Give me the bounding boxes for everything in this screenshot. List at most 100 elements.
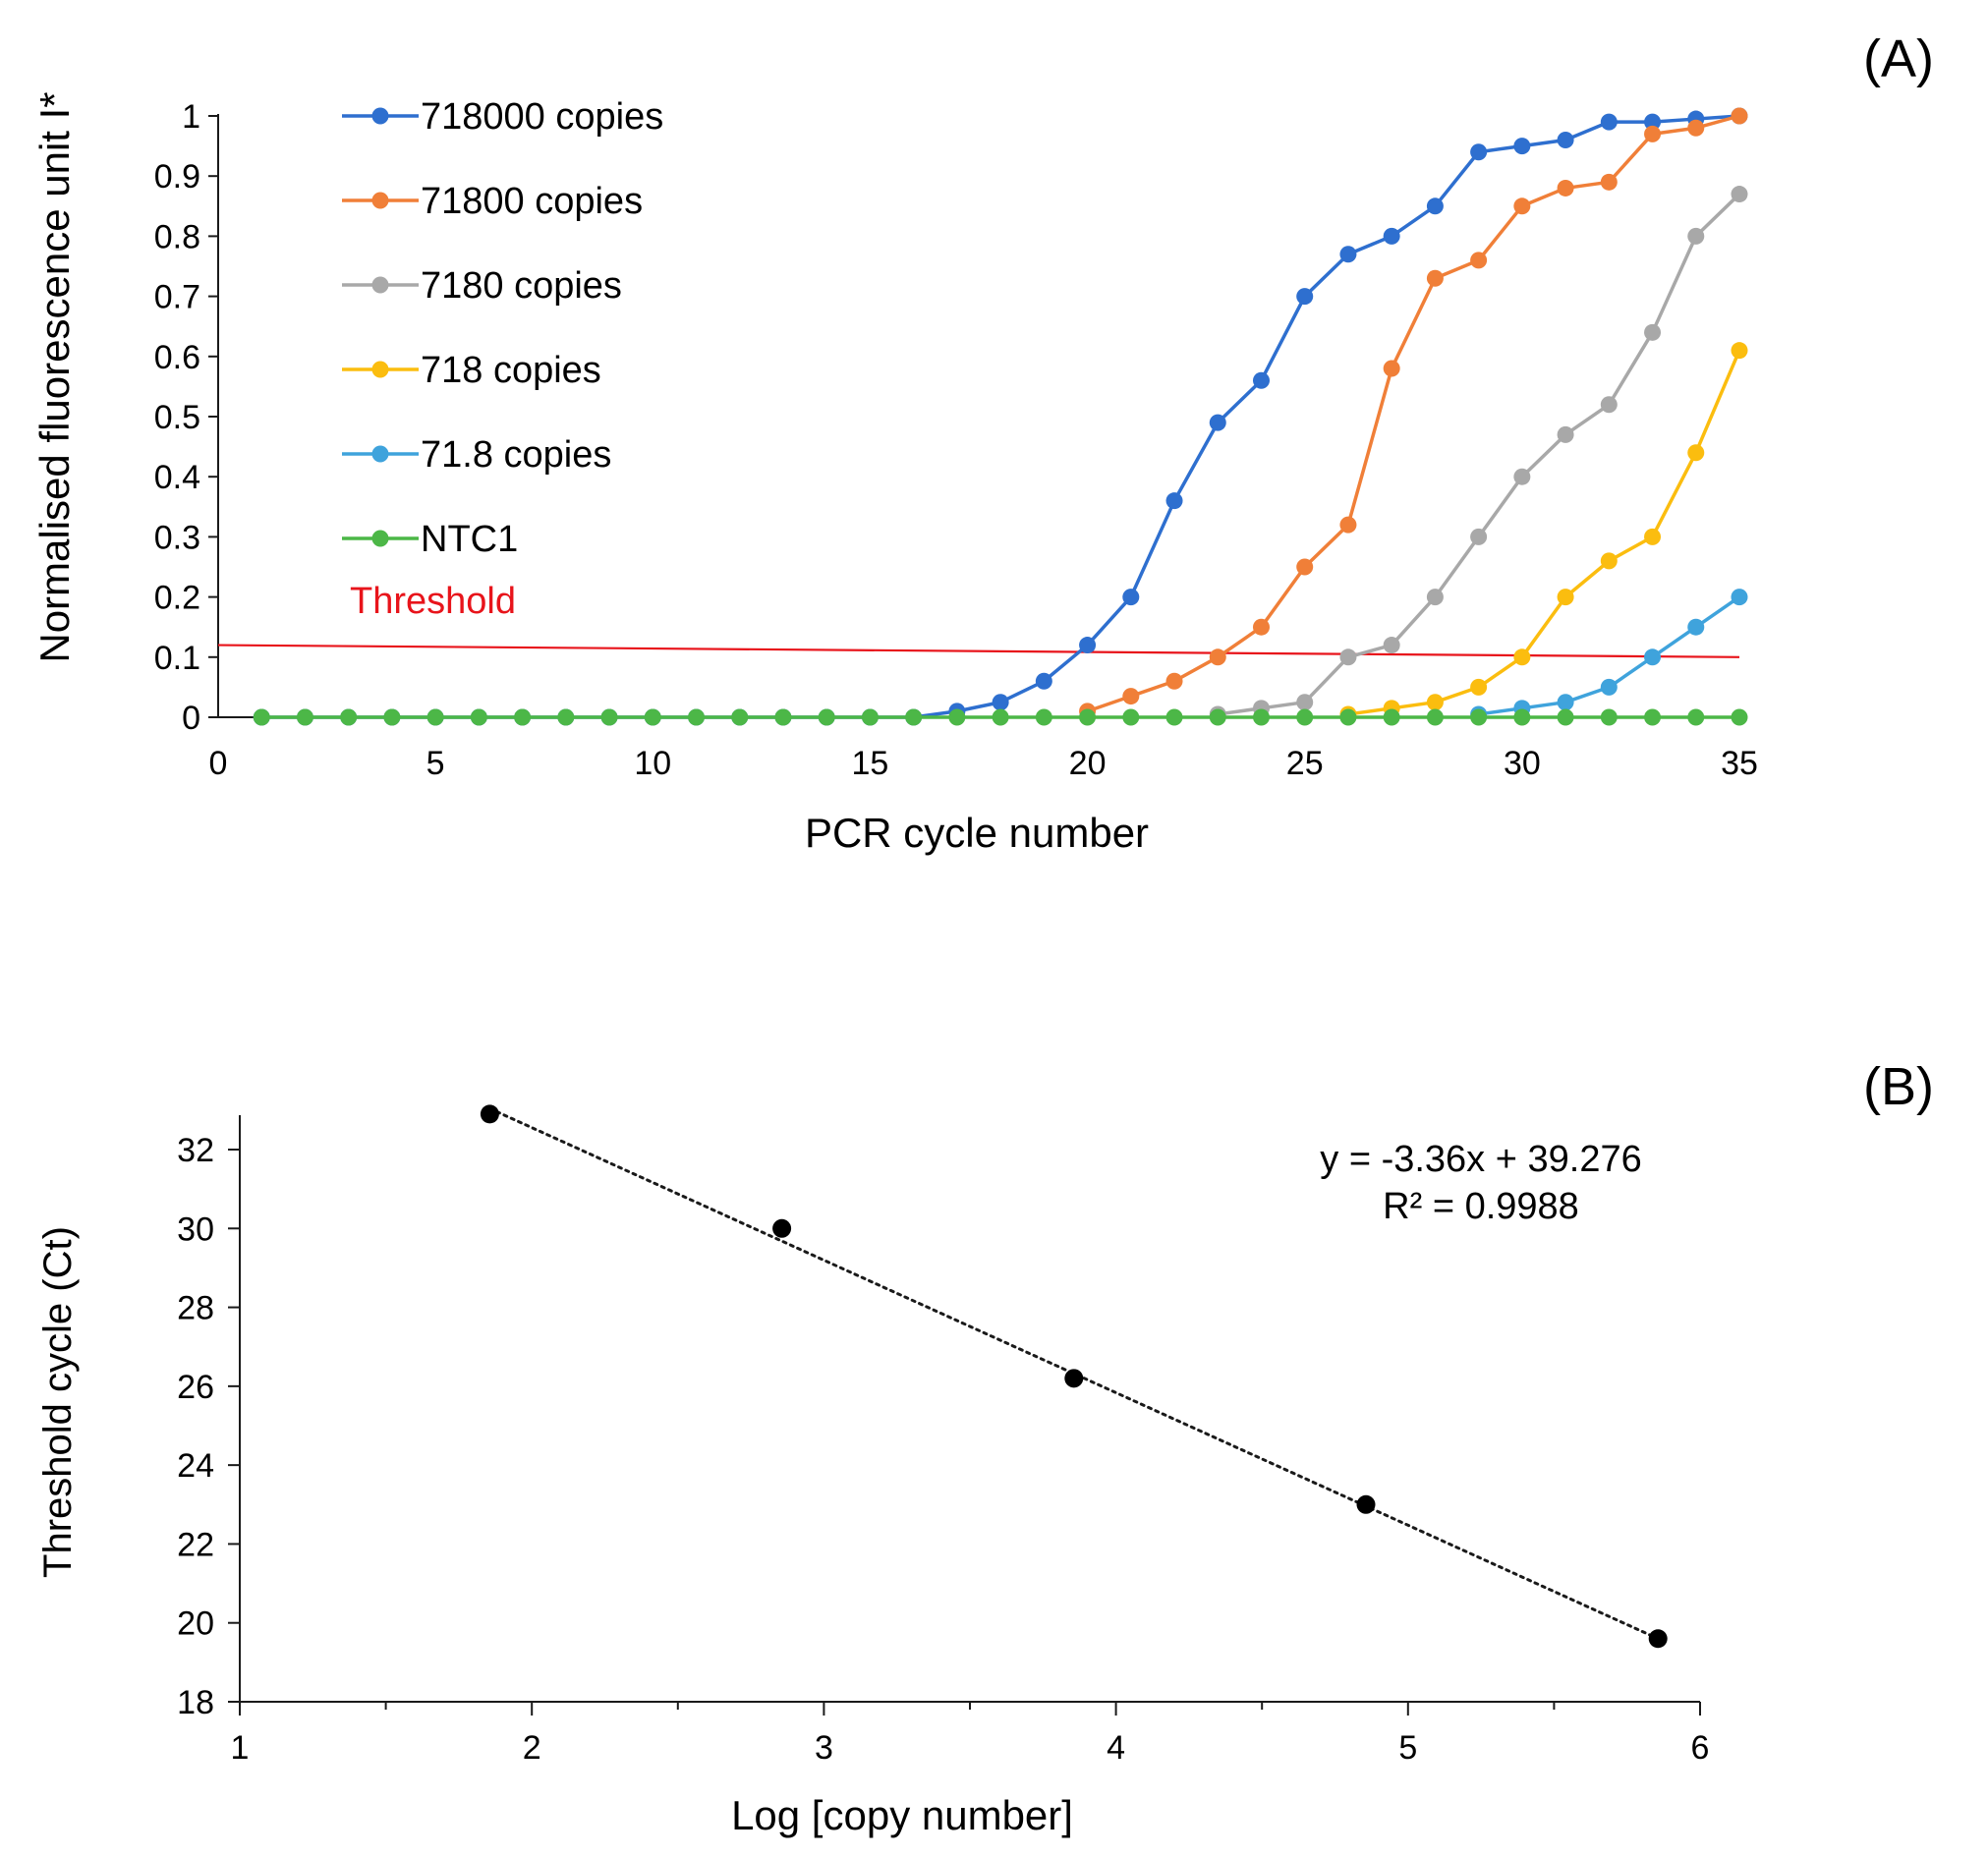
data-point	[1296, 288, 1314, 306]
data-point	[1600, 173, 1618, 191]
data-point	[1426, 708, 1444, 726]
panel-b-x-tick-label: 5	[1398, 1729, 1417, 1767]
data-point	[1209, 414, 1226, 431]
panel-b-x-tick-label: 3	[815, 1729, 833, 1767]
data-point	[1122, 688, 1140, 705]
data-point	[1687, 119, 1705, 137]
data-point	[1687, 708, 1705, 726]
panel-a-ylabel: Normalised fluorescence unit I*	[31, 91, 78, 662]
panel-a-y-tick-label: 0.5	[154, 399, 200, 436]
series-718-copies	[1339, 342, 1748, 723]
data-point	[253, 708, 270, 726]
data-point	[1557, 425, 1574, 443]
data-point	[1383, 708, 1400, 726]
panel-a-x-tick-label: 0	[209, 745, 228, 782]
panel-a-y-tick-label: 0.9	[154, 158, 200, 196]
data-point	[905, 708, 923, 726]
data-point	[1731, 186, 1748, 203]
data-point	[1600, 678, 1618, 696]
panel-a-y-tick-label: 0.7	[154, 279, 200, 316]
data-point	[772, 1218, 792, 1238]
data-point	[1122, 708, 1140, 726]
panel-b-x-tick-label: 4	[1107, 1729, 1125, 1767]
data-point	[1687, 618, 1705, 636]
legend-label: 718 copies	[421, 350, 601, 391]
data-point	[1079, 708, 1097, 726]
legend-swatch-marker	[371, 192, 389, 209]
data-point	[1513, 468, 1531, 485]
legend-swatch-marker	[371, 276, 389, 294]
data-point	[1557, 131, 1574, 148]
data-point	[1731, 342, 1748, 360]
panel-a-x-tick-label: 15	[852, 745, 889, 782]
data-point	[861, 708, 879, 726]
legend-swatch-marker	[371, 530, 389, 547]
data-point	[1426, 269, 1444, 287]
legend-label: NTC1	[421, 519, 518, 560]
data-point	[1644, 708, 1662, 726]
data-point	[1513, 197, 1531, 215]
data-point	[688, 708, 706, 726]
panel-a-xlabel: PCR cycle number	[805, 810, 1149, 856]
data-point	[1296, 694, 1314, 711]
panel-a-y-tick-label: 0	[182, 700, 200, 737]
panel-b-y-tick-label: 18	[177, 1684, 214, 1721]
panel-b-xlabel: Log [copy number]	[731, 1792, 1073, 1838]
data-point	[1383, 360, 1400, 377]
panel-b-x-tick-label: 6	[1691, 1729, 1710, 1767]
panel-b-ylabel: Threshold cycle (Ct)	[36, 1226, 80, 1578]
data-point	[1644, 125, 1662, 142]
data-point	[340, 708, 358, 726]
data-point	[1557, 589, 1574, 606]
data-point	[1644, 323, 1662, 341]
series-line-7180-copies	[1218, 193, 1741, 716]
data-point	[1165, 672, 1183, 690]
panel-a-label: (A)	[1863, 29, 1934, 88]
trendline	[487, 1106, 1660, 1641]
data-point	[1731, 589, 1748, 606]
data-point	[774, 708, 792, 726]
panel-a-x-tick-label: 30	[1504, 745, 1541, 782]
data-point	[1644, 113, 1662, 131]
panel-a-y-tick-label: 0.8	[154, 218, 200, 255]
panel-b-y-tick-label: 32	[177, 1132, 214, 1169]
panel-a-y-tick-label: 0.6	[154, 339, 200, 376]
data-point	[383, 708, 401, 726]
data-point	[1426, 589, 1444, 606]
legend-swatch-marker	[371, 361, 389, 378]
data-point	[1644, 528, 1662, 545]
data-point	[1470, 708, 1488, 726]
data-point	[992, 694, 1009, 711]
legend-label: 71800 copies	[421, 181, 643, 222]
panel-a-x-tick-label: 10	[634, 745, 671, 782]
data-point	[731, 708, 749, 726]
regression-r2: R² = 0.9988	[1383, 1186, 1579, 1227]
data-point	[1470, 252, 1488, 269]
data-point	[1470, 143, 1488, 161]
data-point	[1296, 708, 1314, 726]
panel-b-x-tick-label: 1	[231, 1729, 250, 1767]
data-point	[1252, 371, 1270, 389]
data-point	[1513, 648, 1531, 666]
data-point	[426, 708, 444, 726]
data-point	[1339, 516, 1357, 534]
data-point	[296, 708, 313, 726]
data-point	[1252, 708, 1270, 726]
data-point	[1600, 552, 1618, 570]
legend-label: 718000 copies	[421, 96, 663, 138]
data-point	[1426, 197, 1444, 215]
legend: 718000 copies 71800 copies 7180 copies 718 …	[342, 96, 663, 560]
data-point	[992, 708, 1009, 726]
data-point	[1731, 107, 1748, 125]
data-point	[600, 708, 618, 726]
legend-label: 7180 copies	[421, 265, 622, 307]
panel-b-x-tick-label: 2	[523, 1729, 541, 1767]
panel-b-plot: 18 20 22 24 26 28 30 32 1 2 3 4 5 6	[177, 1104, 1709, 1767]
data-point	[514, 708, 532, 726]
data-point	[1296, 558, 1314, 576]
panel-b-y-tick-label: 22	[177, 1526, 214, 1563]
data-point	[948, 708, 966, 726]
series-line-71800-copies	[1086, 114, 1740, 713]
panel-b-y-tick-label: 30	[177, 1210, 214, 1248]
